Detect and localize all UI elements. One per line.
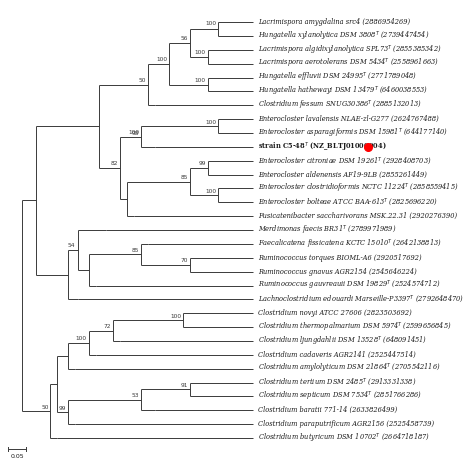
Text: Ruminococcus torques BIOML-A6 (2920517692): Ruminococcus torques BIOML-A6 (292051769… — [258, 254, 422, 262]
Text: Clostridium baratii 771-14 (2633826499): Clostridium baratii 771-14 (2633826499) — [258, 406, 398, 414]
Text: 53: 53 — [132, 393, 139, 399]
Text: Clostridium butyricum DSM 10702$^T$ (2664718187): Clostridium butyricum DSM 10702$^T$ (266… — [258, 431, 430, 445]
Text: 85: 85 — [132, 248, 139, 253]
Text: Enterocloster clostridioformis NCTC 11224$^T$ (2858559415): Enterocloster clostridioformis NCTC 1122… — [258, 182, 459, 195]
Text: 50: 50 — [41, 404, 48, 410]
Text: Lacrimispora amygdalina src4 (2886954269): Lacrimispora amygdalina src4 (2886954269… — [258, 18, 410, 26]
Text: Clostridium tertium DSM 2485$^T$ (2913331338): Clostridium tertium DSM 2485$^T$ (291333… — [258, 377, 417, 388]
Text: Clostridium ljungdahlii DSM 13528$^T$ (648091451): Clostridium ljungdahlii DSM 13528$^T$ (6… — [258, 334, 428, 347]
Text: Clostridium cadaveris AGR2141 (2525447514): Clostridium cadaveris AGR2141 (252544751… — [258, 351, 416, 359]
Text: Enterocloster asparagiformis DSM 15981$^T$ (644177140): Enterocloster asparagiformis DSM 15981$^… — [258, 127, 448, 140]
Text: 100: 100 — [195, 78, 206, 83]
Text: Enterocloster bolteae ATCC BAA-613$^T$ (2825696220): Enterocloster bolteae ATCC BAA-613$^T$ (… — [258, 197, 438, 208]
Text: Clostridium amylolyticum DSM 21864$^T$ (2705542116): Clostridium amylolyticum DSM 21864$^T$ (… — [258, 362, 441, 375]
Text: Hungatella xylanolytica DSM 3808$^T$ (2739447454): Hungatella xylanolytica DSM 3808$^T$ (27… — [258, 29, 430, 43]
Text: 0.05: 0.05 — [10, 454, 24, 459]
Text: 100: 100 — [170, 314, 182, 319]
Text: 99: 99 — [199, 161, 206, 166]
Text: Hungatella effluvii DSM 24995$^T$ (2771789048): Hungatella effluvii DSM 24995$^T$ (27717… — [258, 71, 417, 84]
Text: 70: 70 — [181, 258, 188, 264]
Text: Lacrimispora aerotolerans DSM 5434$^T$ (2558961663): Lacrimispora aerotolerans DSM 5434$^T$ (… — [258, 57, 439, 71]
Text: 82: 82 — [111, 161, 118, 166]
Text: Faecalicatena fissicatena KCTC 15010$^T$ (2642138813): Faecalicatena fissicatena KCTC 15010$^T$… — [258, 237, 442, 251]
Text: Clostridium septicum DSM 7534$^T$ (2851766286): Clostridium septicum DSM 7534$^T$ (28517… — [258, 390, 422, 403]
Text: 100: 100 — [76, 336, 87, 341]
Text: 91: 91 — [181, 383, 188, 388]
Text: 72: 72 — [104, 324, 111, 329]
Text: 98: 98 — [132, 131, 139, 136]
Text: 100: 100 — [205, 21, 216, 27]
Text: Clostridium thermopalmarium DSM 5974$^T$ (2599656845): Clostridium thermopalmarium DSM 5974$^T$… — [258, 320, 452, 334]
Text: 100: 100 — [205, 189, 216, 194]
Text: 54: 54 — [67, 243, 75, 248]
Text: Clostridium novyi ATCC 27606 (2823503692): Clostridium novyi ATCC 27606 (2823503692… — [258, 309, 412, 317]
Text: Hungatella hathewayi DSM 13479$^T$ (6460038553): Hungatella hathewayi DSM 13479$^T$ (6460… — [258, 85, 428, 98]
Text: Clostridium paraputrificum AGR2156 (2525458739): Clostridium paraputrificum AGR2156 (2525… — [258, 420, 435, 428]
Text: 100: 100 — [156, 57, 167, 63]
Text: 100: 100 — [195, 50, 206, 55]
Text: 100: 100 — [205, 120, 216, 125]
Text: Lacrimispora algidixylanolytica SPL73$^T$ (2855385342): Lacrimispora algidixylanolytica SPL73$^T… — [258, 43, 442, 56]
Text: Enterocloster citroniae DSM 19261$^T$ (2928408703): Enterocloster citroniae DSM 19261$^T$ (2… — [258, 155, 432, 166]
Text: strain C5-48$^T$ (NZ_BLTJ01000004): strain C5-48$^T$ (NZ_BLTJ01000004) — [258, 140, 387, 154]
Text: Lachnoclostridium edouardi Marseille-P3397$^T$ (2792648470): Lachnoclostridium edouardi Marseille-P33… — [258, 293, 465, 305]
Text: 56: 56 — [181, 36, 188, 41]
Text: Ruminococcus gauvreauii DSM 19829$^T$ (2524574712): Ruminococcus gauvreauii DSM 19829$^T$ (2… — [258, 279, 441, 292]
Text: Merdimonas faecis BR31$^T$ (2789971989): Merdimonas faecis BR31$^T$ (2789971989) — [258, 223, 397, 237]
Text: Ruminococcus gnavus AGR2154 (2545646224): Ruminococcus gnavus AGR2154 (2545646224) — [258, 268, 417, 276]
Text: Fusicatenibacter saccharivorans MSK.22.31 (2920276390): Fusicatenibacter saccharivorans MSK.22.3… — [258, 212, 457, 220]
Text: 100: 100 — [128, 130, 139, 135]
Text: Clostridium fessum SNUG30386$^T$ (2885132013): Clostridium fessum SNUG30386$^T$ (288513… — [258, 99, 422, 112]
Text: Enterocloster aldenensis AF19-9LB (2855261449): Enterocloster aldenensis AF19-9LB (28552… — [258, 171, 427, 179]
Text: 99: 99 — [59, 406, 66, 410]
Text: 85: 85 — [181, 175, 188, 180]
Text: 50: 50 — [139, 78, 146, 83]
Text: Enterocloster lavalensis NLAE-zl-G277 (2624767488): Enterocloster lavalensis NLAE-zl-G277 (2… — [258, 115, 439, 123]
